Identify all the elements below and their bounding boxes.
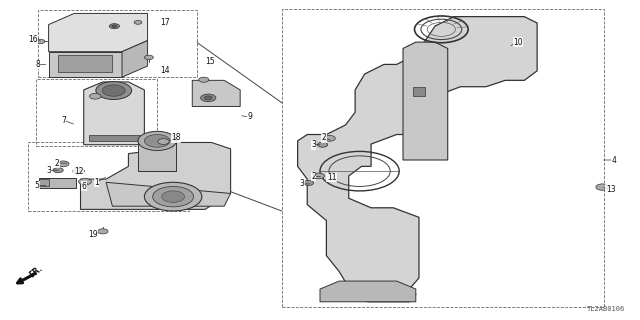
Text: 2: 2: [321, 133, 326, 142]
Circle shape: [153, 187, 193, 207]
Polygon shape: [39, 178, 76, 188]
Circle shape: [198, 77, 209, 82]
Circle shape: [36, 39, 45, 44]
Text: 6: 6: [81, 182, 86, 191]
Text: 3: 3: [46, 166, 51, 175]
Text: 18: 18: [172, 133, 181, 142]
Circle shape: [145, 182, 202, 211]
Text: 2: 2: [54, 159, 60, 168]
Circle shape: [145, 55, 154, 60]
Polygon shape: [403, 42, 448, 160]
Polygon shape: [39, 179, 49, 186]
Text: 5: 5: [35, 181, 40, 190]
Circle shape: [73, 168, 84, 174]
Text: TL2AB0106: TL2AB0106: [587, 306, 625, 312]
Text: 16: 16: [28, 35, 37, 44]
Text: 9: 9: [247, 113, 252, 122]
Text: 3: 3: [300, 180, 305, 188]
Polygon shape: [320, 281, 416, 302]
Circle shape: [53, 168, 63, 173]
Polygon shape: [192, 80, 240, 107]
Text: 15: 15: [205, 57, 214, 66]
Circle shape: [317, 142, 328, 147]
Circle shape: [138, 131, 176, 150]
Polygon shape: [89, 134, 140, 141]
Text: 10: 10: [513, 38, 523, 47]
Text: 13: 13: [605, 185, 616, 194]
Text: 14: 14: [160, 66, 170, 75]
Circle shape: [98, 229, 108, 234]
Circle shape: [96, 82, 132, 100]
Polygon shape: [84, 82, 145, 145]
Circle shape: [204, 96, 212, 100]
Text: 19: 19: [88, 230, 98, 239]
Polygon shape: [413, 87, 426, 96]
Circle shape: [158, 139, 170, 144]
Polygon shape: [138, 139, 176, 171]
Circle shape: [145, 134, 170, 147]
Circle shape: [162, 191, 184, 202]
Text: 1: 1: [94, 178, 99, 187]
Text: 8: 8: [35, 60, 40, 69]
Polygon shape: [49, 13, 148, 52]
Text: 12: 12: [74, 167, 83, 176]
Circle shape: [200, 94, 216, 102]
Circle shape: [313, 173, 324, 179]
Polygon shape: [106, 182, 230, 206]
Circle shape: [324, 135, 335, 141]
Text: 7: 7: [61, 116, 66, 125]
Text: 2: 2: [311, 172, 316, 181]
Polygon shape: [58, 55, 113, 72]
Circle shape: [90, 93, 101, 99]
Polygon shape: [49, 52, 122, 77]
Circle shape: [79, 179, 92, 185]
Text: 3: 3: [311, 140, 316, 149]
Circle shape: [596, 184, 609, 190]
Text: 17: 17: [161, 19, 170, 28]
Text: 11: 11: [327, 173, 336, 182]
Circle shape: [102, 85, 125, 96]
Circle shape: [58, 161, 69, 167]
Polygon shape: [81, 142, 230, 209]
Text: 4: 4: [611, 156, 616, 164]
Circle shape: [112, 25, 117, 28]
Circle shape: [109, 24, 120, 29]
Circle shape: [134, 20, 142, 24]
Circle shape: [303, 180, 314, 186]
Polygon shape: [298, 17, 537, 302]
Text: FR.: FR.: [28, 263, 44, 279]
Polygon shape: [122, 41, 148, 77]
